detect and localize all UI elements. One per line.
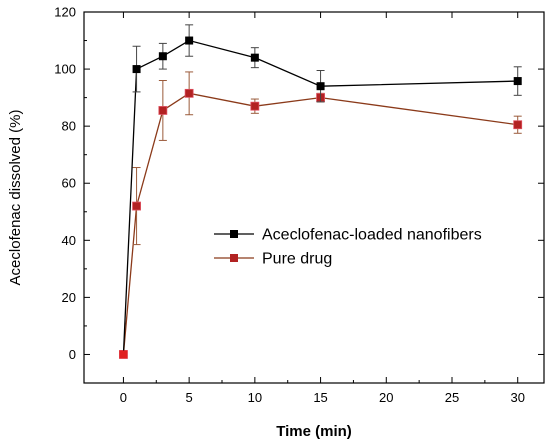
y-axis-label: Aceclofenac dissolved (%)	[7, 110, 24, 286]
data-point	[185, 36, 194, 45]
data-point	[184, 88, 194, 98]
data-point	[250, 101, 260, 111]
data-point	[513, 77, 522, 86]
plot-layer	[119, 24, 523, 359]
series-line	[122, 92, 518, 355]
legend-label-nanofibers: Aceclofenac-loaded nanofibers	[262, 227, 482, 244]
data-point	[513, 120, 523, 130]
tick-labels: 0 5 10 15 20 25 30 0 20 40 60 80 100 120	[54, 5, 525, 406]
legend-marker-nanofibers	[230, 230, 238, 238]
data-point	[132, 201, 141, 211]
y-tick-label: 40	[62, 233, 76, 248]
x-tick-label: 10	[248, 390, 262, 405]
legend-marker-pure-drug	[230, 254, 238, 262]
legend-label-pure-drug: Pure drug	[262, 251, 332, 268]
x-tick-label: 30	[510, 390, 524, 405]
y-tick-label: 60	[62, 176, 76, 191]
x-tick-label: 20	[379, 390, 393, 405]
data-point	[250, 53, 259, 62]
legend: Aceclofenac-loaded nanofibers Pure drug	[214, 227, 482, 268]
data-point	[316, 82, 325, 91]
tick-marks	[84, 11, 544, 383]
y-tick-label: 0	[69, 347, 76, 362]
series-pure-drug	[119, 71, 523, 359]
data-point	[158, 106, 168, 115]
axes	[83, 11, 545, 384]
legend-entry-pure-drug: Pure drug	[214, 251, 332, 268]
y-tick-label: 120	[54, 5, 76, 20]
legend-entry-nanofibers: Aceclofenac-loaded nanofibers	[214, 227, 482, 244]
x-tick-label: 0	[120, 390, 127, 405]
y-tick-label: 20	[62, 290, 76, 305]
data-point	[132, 65, 141, 74]
x-tick-label: 25	[445, 390, 459, 405]
plot-frame	[83, 11, 545, 384]
x-tick-label: 15	[313, 390, 327, 405]
y-tick-label: 80	[62, 119, 76, 134]
series-nanofibers	[119, 24, 522, 359]
x-tick-label: 5	[186, 390, 193, 405]
data-point	[119, 350, 128, 359]
x-axis-label: Time (min)	[276, 423, 352, 440]
data-point	[158, 52, 167, 61]
y-tick-label: 100	[54, 62, 76, 77]
